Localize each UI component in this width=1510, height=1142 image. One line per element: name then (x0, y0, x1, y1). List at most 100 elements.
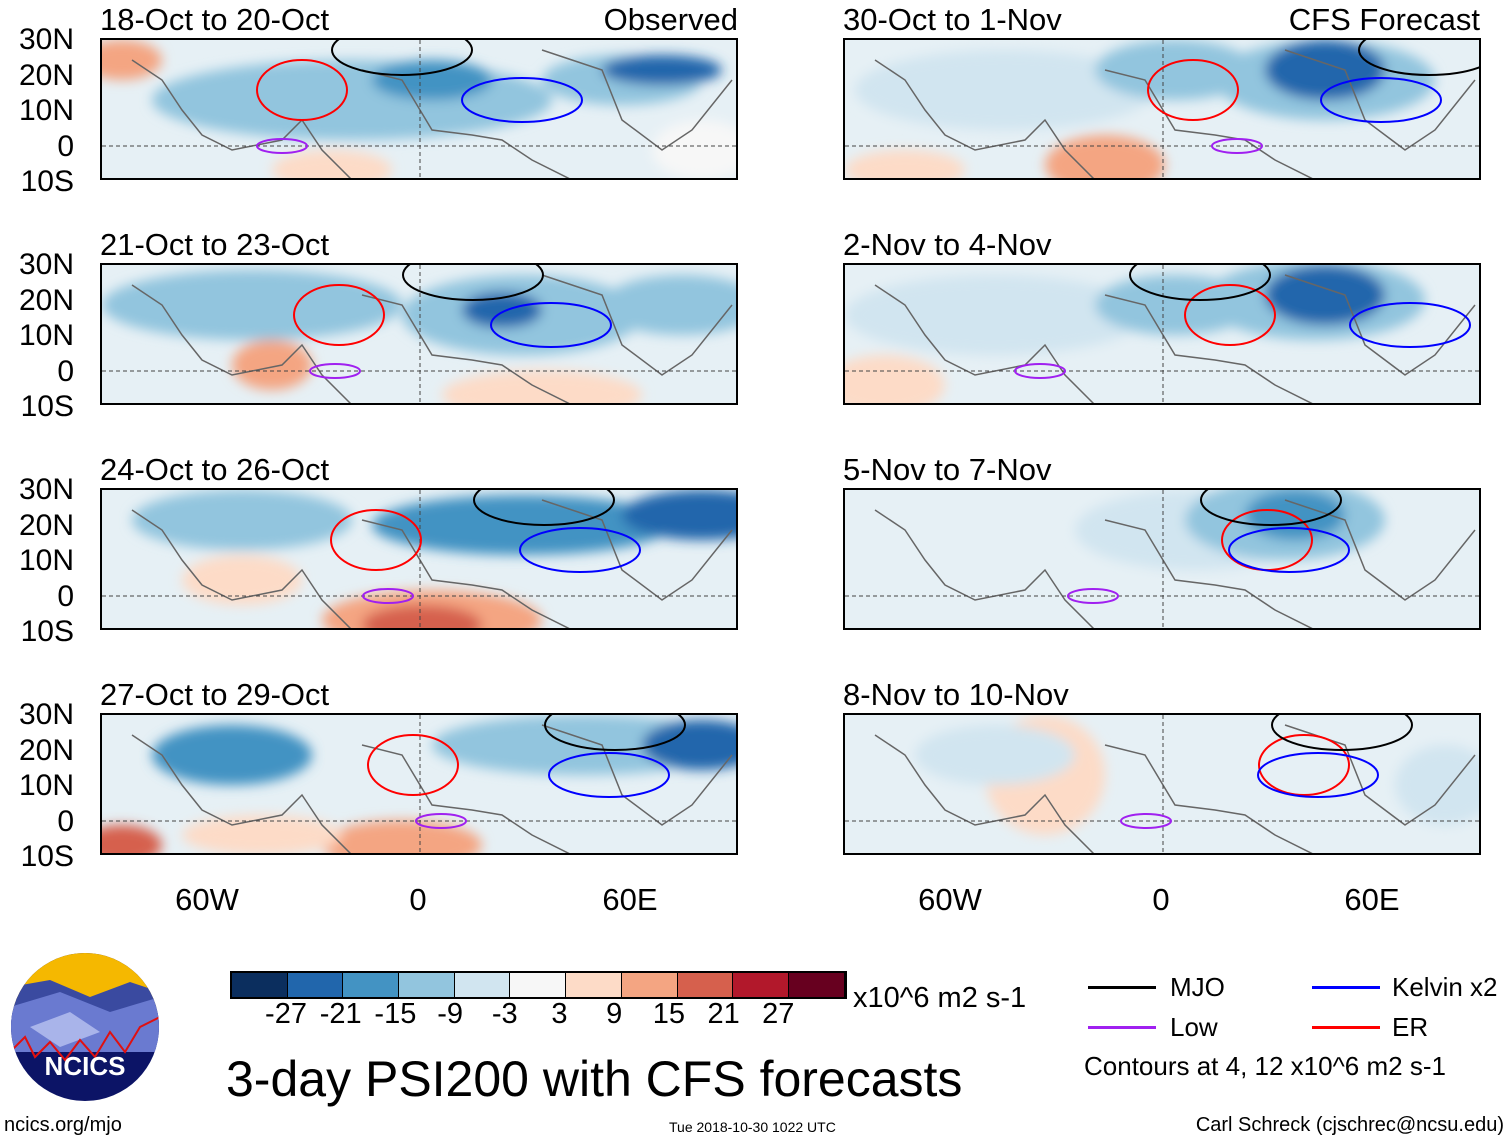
mjo-contour (1358, 40, 1479, 76)
figure-title: 3-day PSI200 with CFS forecasts (226, 1051, 963, 1107)
coastline (131, 49, 733, 178)
shading-blob (915, 725, 1075, 785)
shading-blob (855, 50, 1155, 130)
colorbar-label: -21 (319, 998, 362, 1030)
mjo-contour (1129, 265, 1271, 301)
legend-line-low (1088, 1026, 1156, 1029)
colorbar-label: 21 (707, 998, 740, 1030)
lon-label: 60W (918, 882, 982, 917)
shading-blob (102, 825, 162, 853)
coastline (874, 49, 1476, 178)
lat-label: 20N (18, 283, 74, 317)
colorbar-label: -27 (265, 998, 307, 1030)
shading-blob (102, 270, 402, 340)
lat-label: 30N (18, 698, 74, 731)
colorbar-swatch (232, 973, 288, 997)
kelvin-contour (519, 527, 641, 573)
lat-label: 10S (20, 390, 74, 423)
map-panel (100, 38, 738, 180)
shading-blob (182, 815, 342, 853)
shading-blob (845, 275, 1145, 355)
colorbar-swatch (733, 973, 789, 997)
lat-label: 10S (20, 615, 74, 648)
shading-blob (1265, 40, 1385, 100)
shading-blob (442, 370, 642, 403)
er-contour (1258, 734, 1350, 796)
colorbar-swatch (621, 973, 678, 997)
shading-blob (1095, 40, 1255, 100)
kelvin-contour (1349, 302, 1471, 348)
shading-blob (642, 720, 736, 770)
er-contour (1184, 284, 1276, 346)
mjo-contour (544, 715, 686, 751)
legend-label: ER (1392, 1012, 1429, 1042)
shading-blob (152, 725, 312, 785)
shading-blob (845, 355, 945, 403)
lat-label: 20N (18, 58, 74, 92)
legend-label: MJO (1170, 972, 1225, 1002)
footer-author: Carl Schreck (cjschrec@ncsu.edu) (1195, 1114, 1504, 1136)
map-panel (843, 488, 1481, 630)
colorbar-label: 15 (652, 998, 686, 1030)
colorbar-label: -3 (491, 998, 518, 1030)
lat-label: 0 (57, 804, 74, 838)
legend-label: Kelvin x2 (1392, 972, 1498, 1002)
colorbar-swatch (343, 973, 400, 997)
colorbar-swatch (454, 973, 511, 997)
shading-blob (372, 495, 672, 555)
shading-blob (132, 490, 352, 550)
lat-label: 10S (20, 840, 74, 873)
logo-text: NCICS (45, 1051, 126, 1081)
shading-blob (845, 150, 965, 178)
coastline (131, 724, 733, 853)
colorbar-swatch (788, 973, 845, 997)
mjo-contour (473, 490, 615, 526)
er-contour (367, 734, 459, 796)
colorbar-label: 3 (551, 998, 568, 1030)
coastline (874, 724, 1476, 853)
lat-label: 0 (57, 354, 74, 388)
mjo-contour (1200, 490, 1342, 526)
shading-blob (372, 60, 492, 100)
lat-label: 10N (18, 544, 74, 577)
panel-title: 21-Oct to 23-Oct (100, 227, 330, 262)
shading-blob (622, 490, 736, 540)
footer-url[interactable]: ncics.org/mjo (4, 1114, 122, 1136)
low-contour (309, 363, 361, 379)
mjo-contour (402, 265, 544, 301)
colorbar-swatch (677, 973, 734, 997)
shading-blob (152, 60, 552, 140)
legend-line-mjo (1088, 986, 1156, 989)
colorbar-label: 27 (762, 998, 795, 1030)
lon-label: 60E (602, 882, 658, 917)
colorbar-swatch (399, 973, 455, 997)
low-contour (415, 813, 467, 829)
lat-label: 10N (18, 769, 74, 802)
colorbar-label: 9 (606, 998, 623, 1030)
panel-title: 2-Nov to 4-Nov (843, 227, 1052, 262)
panel-title: 18-Oct to 20-Oct (100, 2, 330, 37)
kelvin-contour (461, 77, 583, 123)
lon-label: 60W (175, 882, 239, 917)
shading-blob (462, 292, 542, 328)
map-panel (100, 263, 738, 405)
er-contour (330, 509, 422, 571)
mjo-contour (1271, 715, 1413, 751)
map-panel (843, 713, 1481, 855)
lat-label: 10S (20, 165, 74, 198)
shading-blob (1395, 745, 1479, 825)
lat-label: 30N (18, 23, 74, 56)
colorbar-units: x10^6 m2 s-1 (853, 982, 1027, 1014)
shading-blob (652, 120, 736, 178)
legend-label: Low (1170, 1012, 1218, 1042)
coastline (131, 499, 733, 628)
legend-line-kelvin (1312, 986, 1380, 989)
panel-title: 5-Nov to 7-Nov (843, 452, 1052, 487)
colorbar-swatch (566, 973, 622, 997)
map-panel (100, 488, 738, 630)
panel-title: 27-Oct to 29-Oct (100, 677, 330, 712)
lat-label: 0 (57, 579, 74, 613)
colorbar-label: -9 (437, 998, 463, 1030)
coastline (131, 274, 733, 403)
